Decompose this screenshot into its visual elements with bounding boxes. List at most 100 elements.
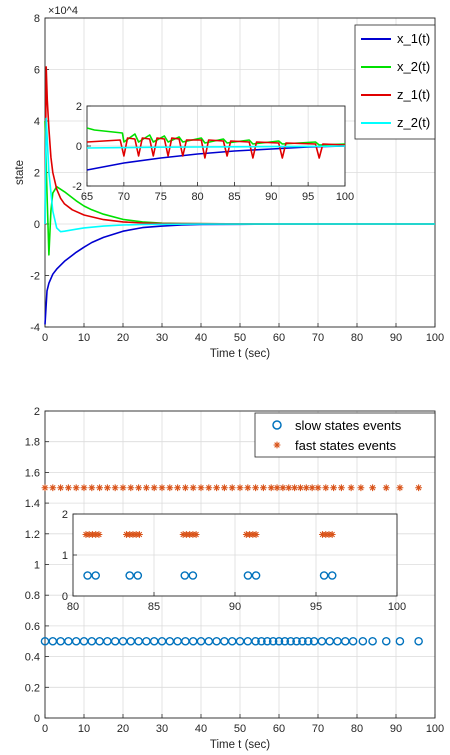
top-inset-xtick-label: 65 [81, 191, 93, 203]
legend-label-z2: z_2(t) [397, 115, 430, 130]
bottom-main-point-slow [358, 636, 368, 646]
bottom-main-ytick-label: 2 [34, 406, 40, 418]
bottom-main-xtick-label: 40 [195, 723, 207, 735]
bottom-main-point-slow [414, 636, 423, 646]
bottom-main-ytick-label: 0.8 [25, 590, 40, 602]
top-inset-xtick-label: 95 [302, 191, 314, 203]
bottom-main-point-slow [274, 636, 284, 646]
bottom-inset-point-slow [133, 571, 143, 580]
bottom-main-xtick-label: 60 [273, 723, 285, 735]
bottom-main-point-fast [308, 484, 316, 492]
top-main-xtick-label: 20 [117, 332, 129, 344]
bottom-main-point-slow [292, 636, 301, 646]
bottom-inset-ytick-label: 0 [62, 591, 68, 603]
bottom-main-point-slow [262, 636, 272, 646]
bottom-main-ytick-label: 0 [34, 713, 40, 725]
bottom-main-point-fast [150, 484, 158, 492]
bottom-main-point-fast [279, 484, 287, 492]
bottom-main-ytick-label: 0.4 [25, 652, 40, 664]
bottom-inset-point-slow [243, 571, 253, 580]
bottom-main-point-slow [268, 636, 278, 646]
top-inset-series-z1 [86, 137, 346, 159]
bottom-main-point-fast [119, 484, 127, 492]
top-inset-xtick-label: 70 [118, 191, 130, 203]
bottom-inset-xtick-label: 90 [229, 601, 241, 613]
bottom-main-point-slow [303, 636, 313, 646]
bottom-main-point-fast [357, 484, 365, 492]
top-main-xtick-label: 50 [234, 332, 246, 344]
bottom-main-xtick-label: 30 [156, 723, 168, 735]
top-main-exponent-label: ×10^4 [48, 5, 78, 17]
bottom-main-point-fast [382, 484, 390, 492]
top-inset-axes: 65 70 75 80 85 90 95 100 -2 0 2 [72, 101, 354, 203]
bottom-inset-point-fast [252, 531, 260, 538]
bottom-main-point-fast [236, 484, 244, 492]
bottom-main-point-fast [396, 484, 404, 492]
bottom-main-xtick-label: 10 [78, 723, 90, 735]
bottom-inset-point-fast [192, 531, 200, 538]
legend-label-x1: x_1(t) [397, 31, 430, 46]
bottom-inset-xtick-label: 85 [148, 601, 160, 613]
legend-label-fast: fast states events [295, 438, 397, 453]
bottom-main-point-fast [135, 484, 142, 492]
bottom-inset-point-fast [136, 531, 143, 538]
top-main-ytick-label: 2 [34, 168, 40, 180]
bottom-main-ytick-label: 1 [34, 560, 40, 572]
bottom-main-point-fast [166, 484, 174, 492]
bottom-main-xtick-label: 100 [426, 723, 444, 735]
bottom-inset-ytick-label: 2 [62, 509, 68, 521]
top-legend-box [354, 24, 436, 140]
bottom-legend: slow states events fast states events [254, 412, 436, 458]
top-inset-xtick-label: 100 [336, 191, 354, 203]
bottom-main-point-fast [302, 484, 310, 492]
top-main-ytick-label: -2 [30, 271, 40, 283]
top-inset-series-x1 [86, 145, 346, 171]
bottom-main-xlabel: Time t (sec) [210, 739, 270, 751]
bottom-main-ytick-label: 0.6 [25, 621, 40, 633]
bottom-main-ytick-label: 0.2 [25, 682, 40, 694]
bottom-main-xtick-label: 80 [351, 723, 363, 735]
bottom-main-point-fast [72, 484, 80, 492]
bottom-main-point-slow [280, 636, 290, 646]
top-main-xtick-label: 100 [426, 332, 444, 344]
top-main-xtick-label: 0 [42, 332, 48, 344]
top-main-xtick-label: 70 [312, 332, 324, 344]
top-main-xtick-label: 60 [273, 332, 285, 344]
bottom-inset-xtick-label: 80 [67, 601, 79, 613]
top-main-ytick-label: 8 [34, 13, 40, 25]
bottom-inset-point-fast [328, 531, 336, 538]
bottom-main-point-fast [127, 484, 135, 492]
bottom-main-point-fast [347, 484, 355, 492]
bottom-main-point-fast [80, 484, 88, 492]
bottom-main-xtick-label: 70 [312, 723, 324, 735]
bottom-main-point-fast [189, 484, 197, 492]
bottom-inset-point-slow [180, 571, 190, 580]
bottom-main-point-fast [65, 484, 72, 492]
top-inset-xtick-label: 80 [191, 191, 203, 203]
bottom-main-point-fast [291, 484, 298, 492]
bottom-main-point-fast [197, 484, 205, 492]
bottom-main-point-fast [369, 484, 376, 492]
bottom-main-point-slow [251, 636, 260, 646]
bottom-inset-point-slow [91, 571, 100, 580]
legend-label-slow: slow states events [295, 418, 402, 433]
top-inset-series-x2 [86, 127, 346, 146]
bottom-main-point-fast [260, 484, 267, 492]
bottom-main-point-fast [182, 484, 189, 492]
bottom-main-point-fast [41, 484, 49, 492]
bottom-inset-xtick-label: 100 [388, 601, 406, 613]
top-main-xtick-label: 80 [351, 332, 363, 344]
top-main-ytick-label: 4 [34, 116, 40, 128]
bottom-inset-point-slow [251, 571, 261, 580]
top-inset-ytick-label: 0 [76, 141, 82, 153]
top-main-series-z2 [44, 117, 435, 233]
bottom-main-point-slow [368, 636, 377, 646]
bottom-main-point-fast [228, 484, 236, 492]
bottom-legend-box [254, 412, 436, 458]
top-main-xtick-label: 30 [156, 332, 168, 344]
bottom-inset-point-fast [95, 531, 103, 538]
top-legend: x_1(t) x_2(t) z_1(t) z_2(t) [354, 24, 436, 140]
bottom-inset-point-slow [319, 571, 329, 580]
bottom-main-point-fast [415, 484, 423, 492]
bottom-inset-point-slow [83, 571, 92, 580]
